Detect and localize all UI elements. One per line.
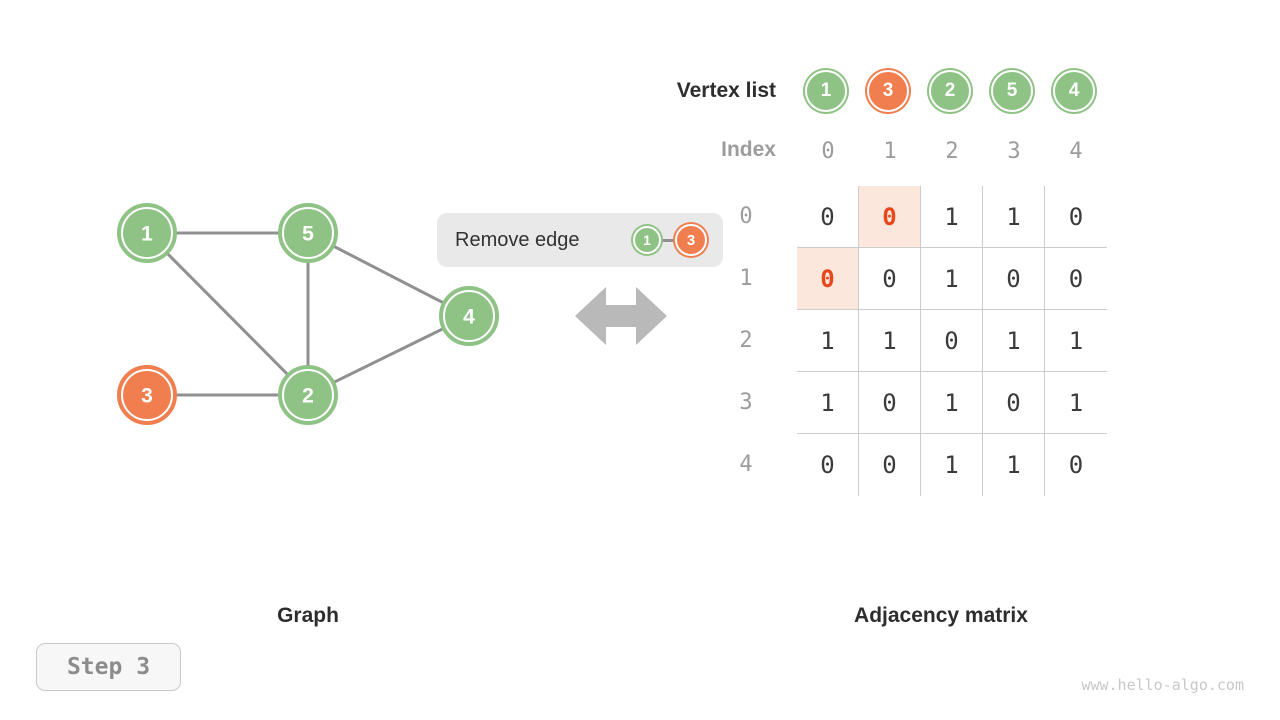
matrix-row-label-1: 1 [739,266,753,291]
matrix-cell-0-0: 0 [797,186,859,248]
vertex-list-label: Vertex list [676,79,776,102]
graph-vertex-3: 3 [117,365,177,425]
matrix-cell-2-0: 1 [797,310,859,372]
matrix-cell-1-3: 0 [983,248,1045,310]
matrix-cell-3-0: 1 [797,372,859,434]
graph-edge-1-2 [145,231,310,397]
graph-vertex-label: 3 [141,385,153,408]
matrix-cell-3-4: 1 [1045,372,1107,434]
graph-vertex-label: 1 [141,223,153,246]
matrix-row-label-3: 3 [739,390,753,415]
remove-edge-label: Remove edge [455,228,580,251]
remove-edge-box: Remove edge 1 3 [437,213,723,267]
index-label: Index [721,138,776,161]
matrix-cell-0-1: 0 [859,186,921,248]
graph-vertex-2: 2 [278,365,338,425]
double-arrow-icon [575,287,667,345]
graph-vertex-label: 2 [302,385,314,408]
vertex-list-node-3: 3 [867,70,909,112]
graph-vertex-label: 4 [463,306,475,329]
index-value-3: 3 [1007,139,1021,164]
vertex-list-node-1: 1 [805,70,847,112]
index-value-1: 1 [883,139,897,164]
index-value-2: 2 [945,139,959,164]
matrix-cell-0-2: 1 [921,186,983,248]
matrix-cell-3-2: 1 [921,372,983,434]
index-value-0: 0 [821,139,835,164]
matrix-cell-2-1: 1 [859,310,921,372]
graph-vertex-label: 5 [302,223,314,246]
matrix-cell-4-3: 1 [983,434,1045,496]
matrix-cell-4-2: 1 [921,434,983,496]
step-badge: Step 3 [36,643,181,691]
matrix-caption: Adjacency matrix [854,604,1028,627]
vertex-list-node-4: 4 [1053,70,1095,112]
matrix-cell-2-4: 1 [1045,310,1107,372]
matrix-cell-4-4: 0 [1068,451,1084,479]
graph: 1 5 4 3 2 [117,203,499,425]
matrix-cell-3-3: 0 [983,372,1045,434]
vertex-list-node-2: 2 [929,70,971,112]
mini-edge [657,238,679,242]
graph-vertex-4: 4 [439,286,499,346]
index-value-4: 4 [1069,139,1083,164]
matrix-row-label-2: 2 [739,328,753,353]
remove-edge-mini-graph: 1 3 [633,224,707,256]
graph-caption: Graph [277,604,339,627]
matrix-cell-0-3: 1 [983,186,1045,248]
matrix-cell-0-4: 0 [1045,186,1107,248]
vertex-list-node-5: 5 [991,70,1033,112]
matrix-cell-3-1: 0 [859,372,921,434]
graph-edge-5-4 [307,231,470,318]
matrix-cell-1-1: 0 [859,248,921,310]
matrix-cell-1-4: 0 [1045,248,1107,310]
mini-vertex-from: 1 [633,226,661,254]
matrix-row-label-4: 4 [739,452,753,477]
matrix-cell-1-0: 0 [797,248,859,310]
matrix-cell-4-0: 0 [797,434,859,496]
matrix-cell-4-1: 0 [859,434,921,496]
matrix-cell-2-3: 1 [983,310,1045,372]
matrix-row-label-0: 0 [739,204,753,229]
graph-vertex-5: 5 [278,203,338,263]
mini-vertex-to: 3 [675,224,707,256]
matrix-cell-2-2: 0 [921,310,983,372]
graph-vertex-1: 1 [117,203,177,263]
matrix-cell-1-2: 1 [921,248,983,310]
watermark: www.hello-algo.com [1081,676,1244,694]
